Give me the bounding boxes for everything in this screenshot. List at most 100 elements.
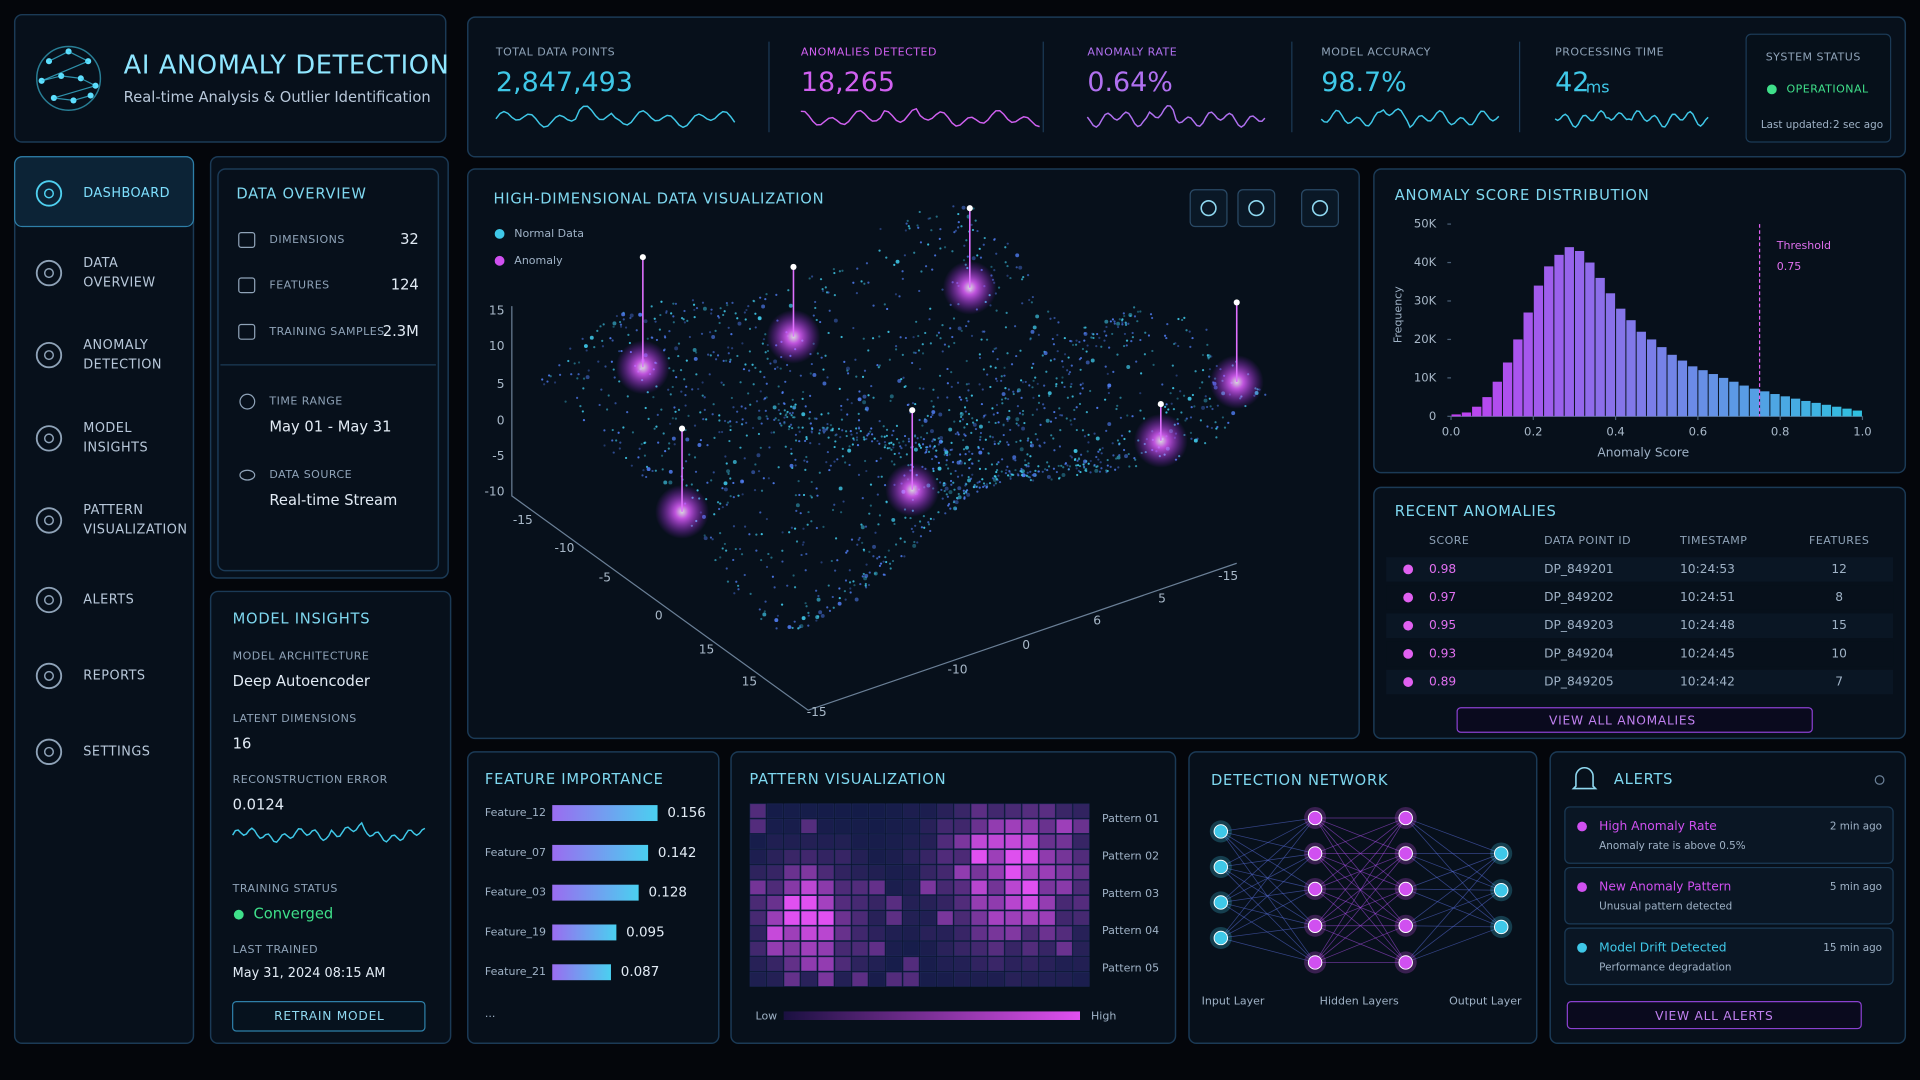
normal-point [711,335,716,339]
normal-point [1043,351,1048,356]
normal-point [1004,246,1007,249]
heatmap-cell [988,972,1005,987]
nav-item[interactable]: OVERVIEW [83,275,155,290]
histogram-bar [1780,396,1790,417]
view-all-button[interactable] [1456,707,1813,733]
nav-item[interactable]: MODEL [83,421,132,436]
nav-icon[interactable] [35,180,63,207]
nav-item[interactable]: ANOMALY [83,338,148,353]
heatmap-cell [868,972,886,987]
nav-item[interactable]: DASHBOARD [83,186,170,201]
bar-value: 0.095 [626,925,665,940]
nav-item[interactable]: SETTINGS [83,744,150,759]
normal-point [1053,449,1056,452]
error-sparkline [232,821,426,844]
normal-point [920,270,923,273]
table-row[interactable] [1386,585,1894,610]
normal-point [1015,422,1018,425]
histogram-bar [1513,339,1523,417]
normal-point [749,592,752,595]
viz-tool-button[interactable] [1237,189,1276,228]
nav-icon[interactable] [35,586,63,614]
table-cell: 10:24:51 [1680,590,1735,604]
normal-point [1114,468,1117,471]
nav-item[interactable]: VISUALIZATION [83,523,187,538]
nav-item[interactable]: DATA [83,256,118,271]
normal-point [1095,455,1098,459]
alert-item[interactable] [1564,866,1894,925]
retrain-button-label[interactable]: RETRAIN MODEL [274,1009,384,1023]
normal-point [1090,336,1093,339]
normal-point [835,433,838,436]
legend-label: Anomaly [514,254,563,267]
normal-point [818,442,821,446]
anomaly-tip [1157,401,1164,408]
histogram-bar [1790,398,1801,417]
normal-point [729,420,732,423]
normal-point [969,477,973,480]
normal-point [805,437,808,441]
normal-point [703,408,706,411]
view-all-alerts-label[interactable]: VIEW ALL ALERTS [1655,1009,1773,1023]
normal-point [1034,376,1037,379]
normal-point [1116,353,1119,356]
nav-item[interactable]: INSIGHTS [83,441,148,456]
normal-point [1136,320,1139,323]
normal-point [664,336,667,339]
normal-point [567,359,570,363]
normal-point [585,349,588,352]
nav-icon[interactable] [35,662,63,690]
table-row[interactable] [1386,557,1894,582]
table-row[interactable] [1386,641,1894,667]
normal-point [963,462,966,465]
normal-point [1190,437,1193,440]
normal-point [810,426,814,430]
normal-point [956,475,960,478]
normal-point [809,394,812,397]
normal-point [1082,465,1086,468]
normal-point [1216,404,1219,407]
alert-item[interactable] [1564,806,1894,864]
normal-point [706,481,709,484]
normal-point [890,441,893,444]
view-all-alerts-button[interactable] [1566,1001,1862,1030]
normal-point [1031,295,1034,299]
table-row[interactable] [1386,613,1894,638]
viz-tool-button[interactable] [1189,189,1228,228]
normal-point [1019,447,1024,452]
nav-item[interactable]: DETECTION [83,357,162,372]
normal-point [959,453,962,456]
retrain-button[interactable] [232,1001,426,1032]
table-row[interactable] [1386,669,1894,695]
normal-point [929,529,932,533]
normal-point [992,484,996,487]
nav-icon[interactable] [35,738,63,765]
normal-point [804,602,807,605]
nav-item[interactable]: ALERTS [83,593,134,608]
normal-point [1012,392,1015,396]
normal-point [759,296,762,299]
nav-icon[interactable] [35,507,63,534]
normal-point [910,527,913,530]
normal-point [683,309,686,313]
nav-icon[interactable] [35,425,63,452]
heatmap-cell [1005,834,1022,849]
normal-point [1104,319,1109,324]
alerts-menu[interactable] [1874,775,1885,785]
normal-point [1039,445,1042,448]
heatmap-cell [749,895,767,911]
normal-point [611,339,614,342]
nav-icon[interactable] [35,341,63,369]
alert-item[interactable] [1564,927,1894,986]
normal-point [864,459,867,463]
nav-item[interactable]: REPORTS [83,668,145,683]
normal-point [1024,459,1027,462]
normal-point [970,431,973,434]
viz-tool-button[interactable] [1301,189,1339,228]
network-edge [1220,817,1316,832]
view-all-label[interactable]: VIEW ALL ANOMALIES [1549,714,1696,728]
normal-point [933,438,936,441]
nav-icon[interactable] [35,259,63,287]
nav-item[interactable]: PATTERN [83,503,143,518]
normal-point [846,366,850,371]
